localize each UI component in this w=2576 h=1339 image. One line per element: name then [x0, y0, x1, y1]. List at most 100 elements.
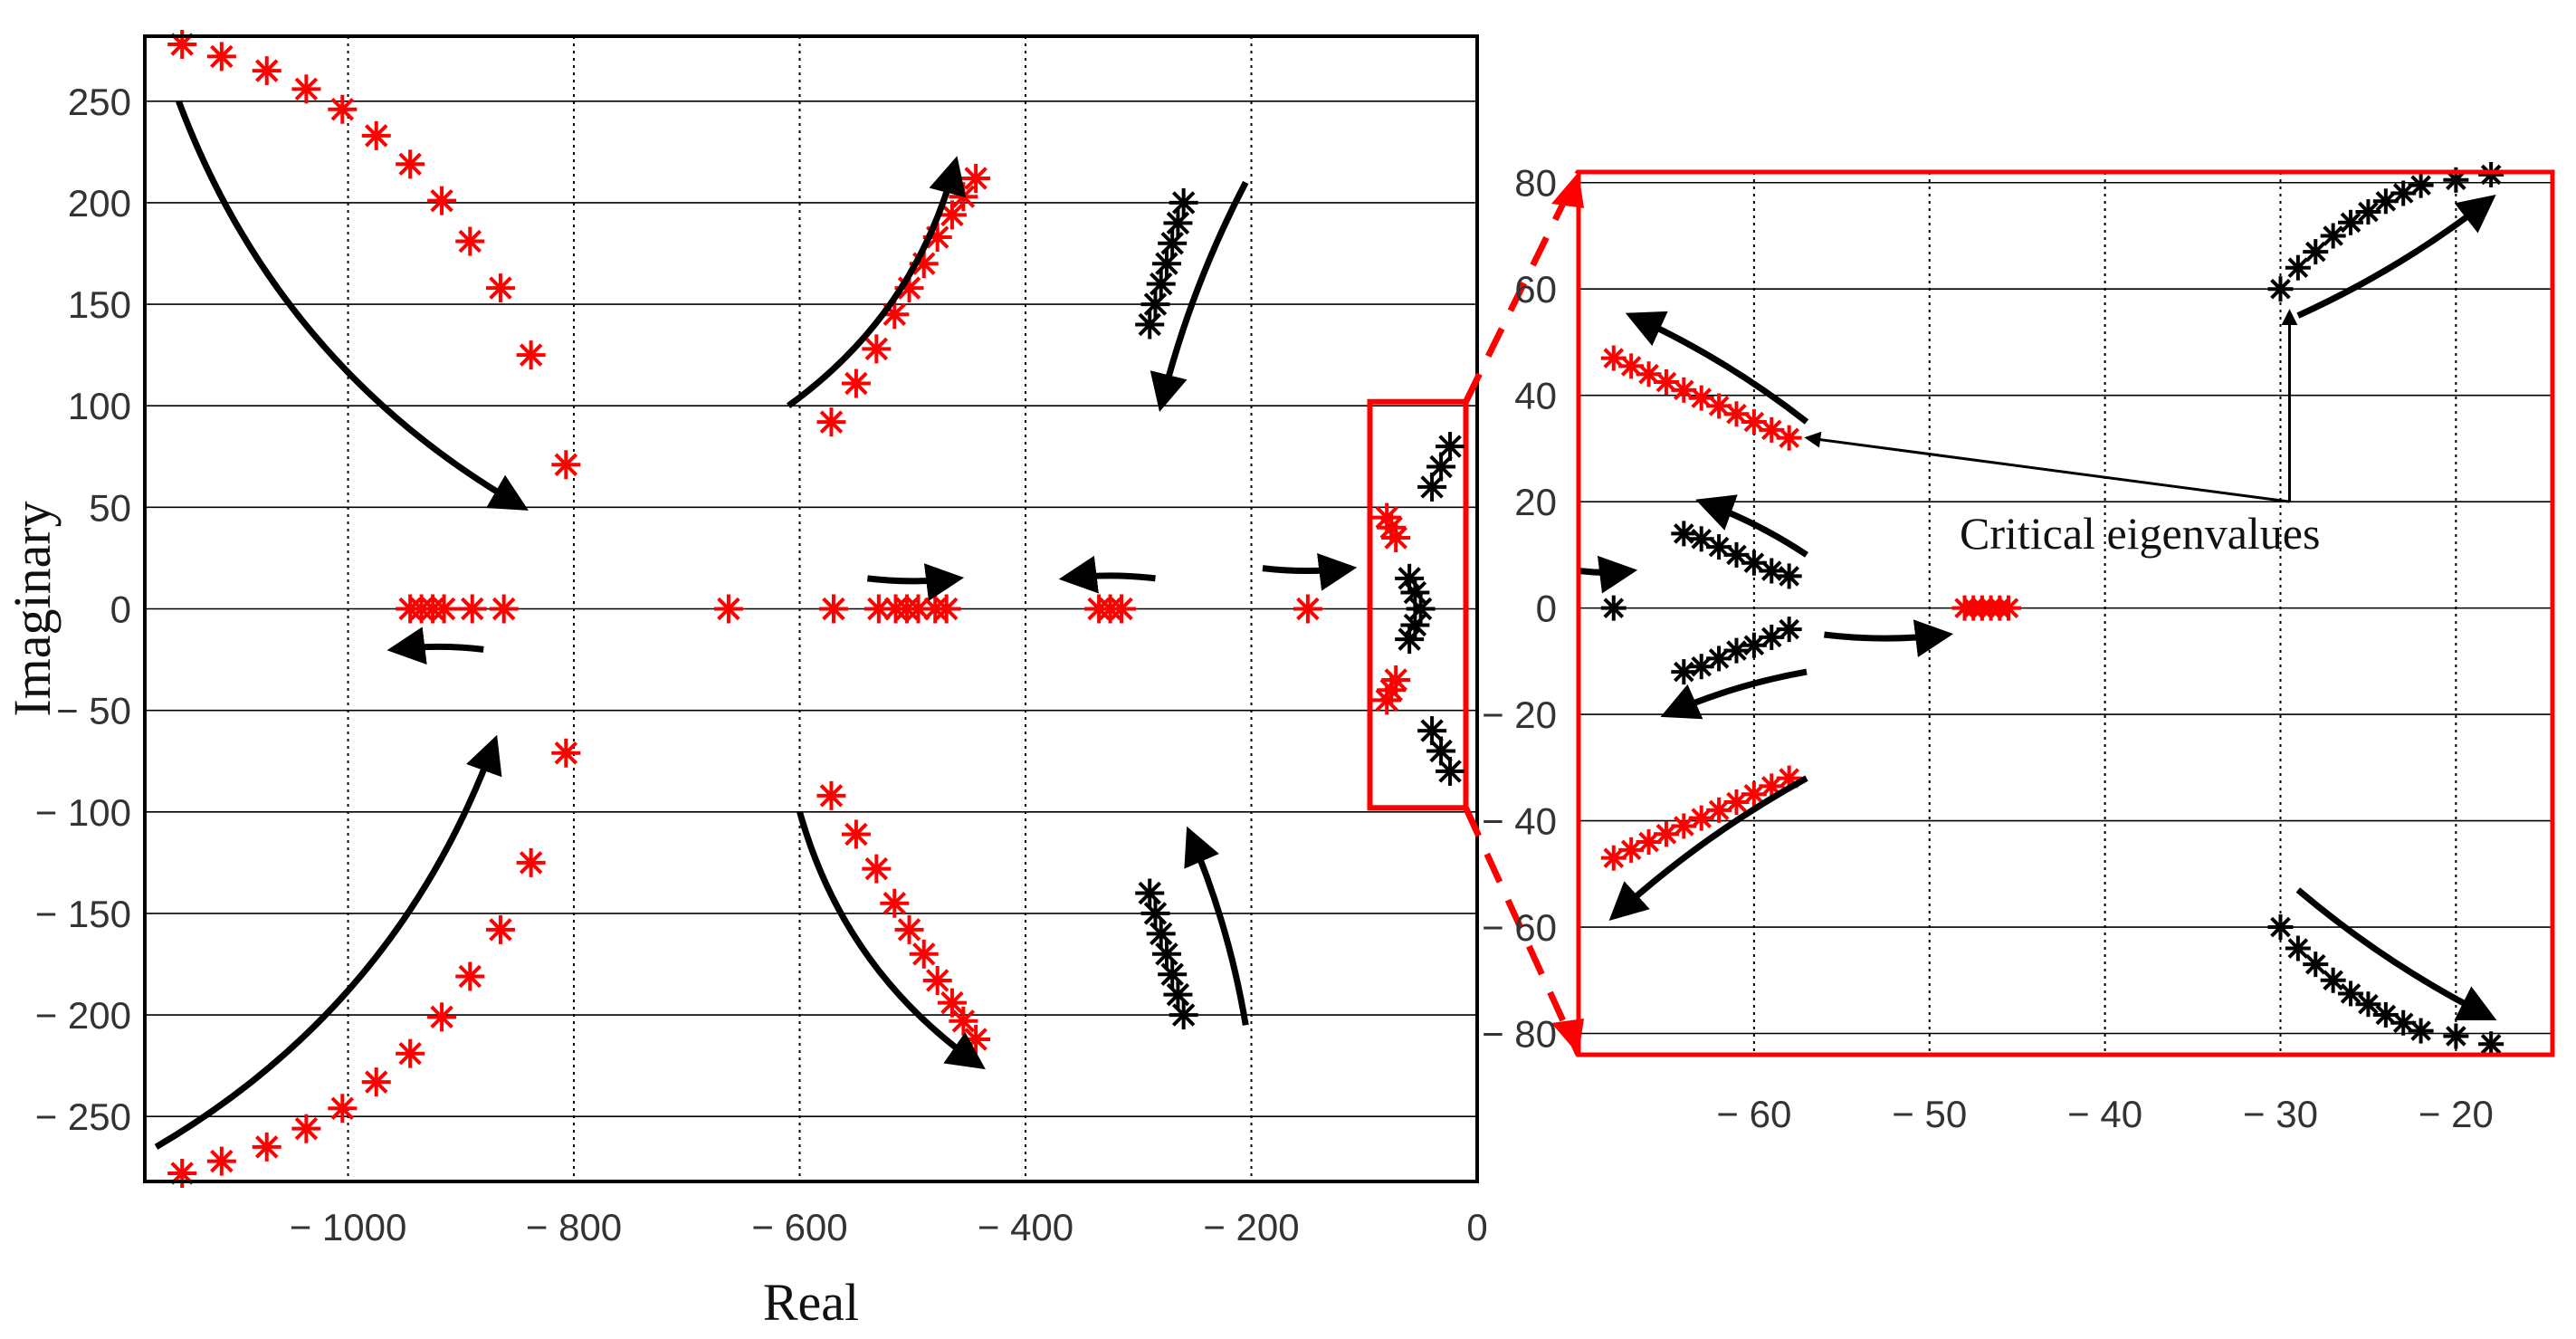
red-eigenvalue-marker-stroke	[554, 741, 578, 765]
red-eigenvalue-marker-stroke	[1603, 348, 1625, 368]
red-eigenvalue-marker	[167, 1159, 197, 1189]
red-eigenvalue-marker	[937, 200, 967, 230]
red-eigenvalue-marker	[816, 780, 846, 810]
red-eigenvalue-marker	[862, 334, 892, 364]
black-eigenvalue-marker	[2267, 276, 2294, 302]
black-eigenvalue-marker-stroke	[1429, 454, 1453, 479]
critical-eigenvalues-pointers	[1804, 309, 2298, 503]
red-eigenvalue-marker-stroke	[1375, 505, 1398, 530]
red-eigenvalue-marker-stroke	[717, 597, 740, 621]
red-eigenvalue-marker	[361, 120, 391, 150]
black-eigenvalue-marker	[2267, 914, 2294, 941]
red-eigenvalue-marker-stroke	[1655, 823, 1677, 845]
trend-arrow	[1824, 619, 1954, 658]
black-eigenvalue-marker-stroke	[1166, 982, 1190, 1007]
red-eigenvalue-marker	[455, 226, 485, 256]
red-eigenvalue-marker	[206, 1146, 236, 1176]
black-eigenvalue-marker-stroke	[1398, 627, 1421, 651]
red-eigenvalue-marker-stroke	[912, 252, 936, 275]
black-eigenvalue-marker	[2338, 980, 2364, 1007]
y-tick-label: 40	[1514, 375, 1557, 417]
red-eigenvalue-marker-stroke	[294, 77, 319, 101]
red-eigenvalue-marker-stroke	[461, 597, 484, 621]
zoom-connector-top	[1463, 170, 1582, 404]
black-eigenvalue-marker-stroke	[1420, 475, 1444, 499]
red-eigenvalue-marker-stroke	[330, 1096, 355, 1120]
trend-arrow	[176, 100, 529, 511]
red-eigenvalue-marker-stroke	[398, 152, 422, 177]
red-eigenvalue-marker-stroke	[906, 597, 930, 621]
red-eigenvalue-marker-stroke	[365, 1070, 388, 1094]
red-eigenvalue-marker-stroke	[1296, 597, 1320, 621]
trend-arrow	[1578, 555, 1638, 594]
black-eigenvalue-marker-stroke	[1438, 435, 1462, 458]
red-eigenvalue-marker-stroke	[1620, 839, 1642, 861]
black-eigenvalue-marker	[2478, 161, 2504, 187]
trend-arrow	[1058, 555, 1156, 594]
y-tick-label: 100	[68, 385, 131, 427]
red-eigenvalue-marker-stroke	[254, 59, 279, 82]
red-eigenvalue-marker	[396, 149, 425, 179]
red-eigenvalue-marker-stroke	[1708, 396, 1730, 416]
red-eigenvalue-marker	[909, 939, 939, 969]
red-eigenvalue-marker	[485, 273, 515, 303]
x-tick-label: − 600	[751, 1206, 847, 1248]
black-eigenvalue-marker	[1135, 878, 1165, 908]
red-eigenvalue-marker-stroke	[1743, 783, 1765, 805]
red-eigenvalue-marker	[361, 1067, 391, 1097]
red-eigenvalue-marker	[457, 594, 487, 624]
red-eigenvalue-marker-stroke	[1110, 597, 1133, 621]
red-eigenvalue-marker-stroke	[430, 188, 453, 213]
red-eigenvalue-marker	[931, 594, 961, 624]
red-eigenvalue-marker-stroke	[1779, 427, 1799, 448]
y-tick-label: 200	[68, 182, 131, 225]
y-tick-label: 150	[68, 283, 131, 326]
trend-arrow	[866, 563, 965, 601]
red-eigenvalue-marker-stroke	[458, 229, 482, 253]
black-eigenvalue-marker	[1135, 310, 1165, 340]
y-tick-label: − 50	[56, 690, 131, 732]
red-eigenvalue-marker-stroke	[864, 337, 889, 361]
black-eigenvalue-marker	[1436, 432, 1465, 462]
red-eigenvalue-marker-stroke	[883, 891, 907, 915]
inset-trend-arrows	[1578, 195, 2497, 1021]
red-eigenvalue-marker-stroke	[925, 969, 949, 992]
red-eigenvalue-marker-stroke	[1760, 419, 1782, 441]
red-eigenvalue-marker-stroke	[1708, 799, 1730, 821]
x-tick-label: 0	[1466, 1206, 1487, 1248]
y-tick-label: 50	[89, 486, 131, 529]
black-eigenvalue-marker	[1146, 269, 1176, 299]
black-eigenvalue-marker-stroke	[2358, 201, 2379, 223]
red-eigenvalue-marker	[1671, 813, 1697, 839]
black-eigenvalue-marker-stroke	[1155, 942, 1178, 966]
black-eigenvalue-marker	[2303, 239, 2329, 265]
red-eigenvalue-marker-stroke	[1779, 768, 1799, 789]
red-eigenvalue-marker-stroke	[458, 964, 482, 989]
red-eigenvalue-marker-stroke	[1674, 816, 1694, 837]
black-eigenvalue-marker-stroke	[2287, 938, 2309, 959]
black-eigenvalue-marker-stroke	[2304, 241, 2326, 263]
red-eigenvalue-marker-stroke	[897, 918, 921, 942]
black-eigenvalue-marker	[1723, 637, 1750, 664]
red-eigenvalue-marker	[862, 854, 892, 884]
red-eigenvalue-marker-stroke	[822, 597, 845, 621]
zoom-connector-bottom	[1463, 806, 1582, 1057]
red-eigenvalue-marker	[291, 74, 321, 104]
red-eigenvalue-marker-stroke	[940, 203, 964, 227]
black-eigenvalue-marker-stroke	[1403, 580, 1427, 605]
black-eigenvalue-marker	[1158, 960, 1188, 990]
black-eigenvalue-marker	[2320, 223, 2346, 249]
black-eigenvalue-marker-stroke	[2375, 190, 2397, 212]
black-eigenvalue-marker-stroke	[2270, 278, 2291, 300]
connector-arrowhead-top	[1551, 172, 1584, 208]
black-eigenvalue-marker-stroke	[1143, 902, 1168, 925]
red-eigenvalue-marker-stroke	[1379, 516, 1403, 540]
black-eigenvalue-marker	[1759, 558, 1785, 584]
red-eigenvalue-marker-stroke	[1603, 847, 1625, 868]
black-eigenvalue-marker	[1140, 290, 1170, 320]
red-eigenvalue-marker-stroke	[897, 276, 921, 300]
red-eigenvalue-marker	[485, 914, 515, 944]
black-eigenvalue-marker	[1140, 898, 1170, 928]
x-axis-label: Real	[763, 1273, 859, 1332]
trend-arrow	[1608, 775, 1808, 922]
